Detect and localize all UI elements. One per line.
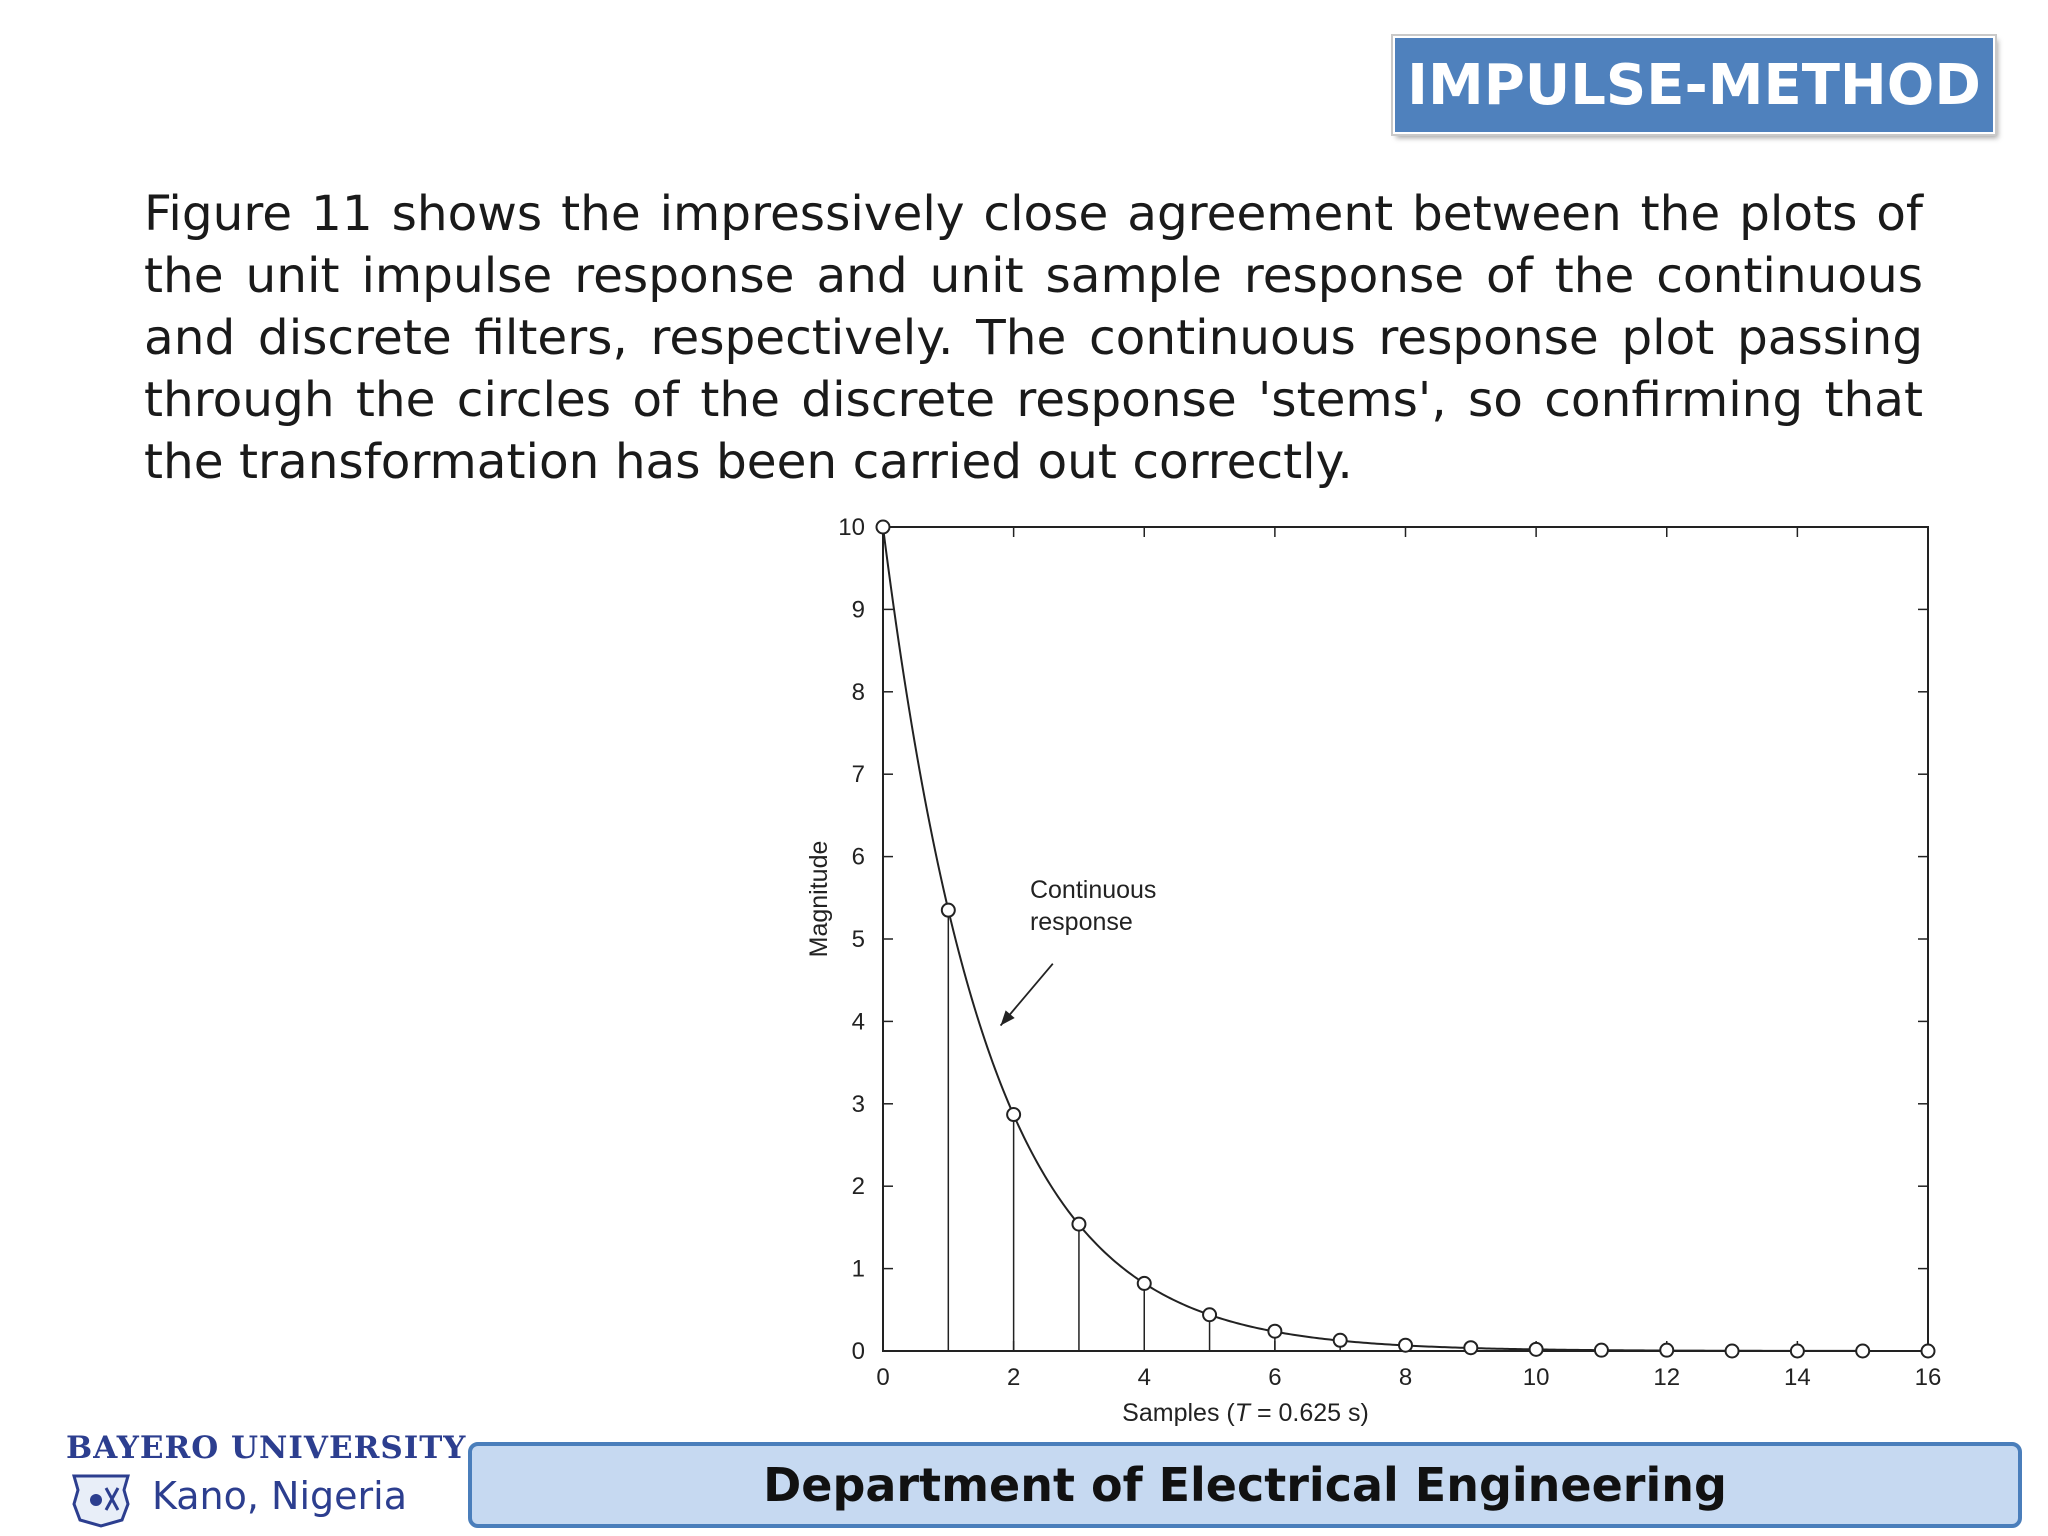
sample-point [1136,1275,1152,1291]
y-tick-label: 3 [852,1091,865,1118]
y-tick-label: 6 [852,844,865,871]
sample-point [1463,1340,1479,1356]
sample-point [1267,1323,1283,1339]
sample-point [1332,1332,1348,1348]
y-tick-label: 10 [838,514,865,541]
plot-frame [882,526,1929,1352]
sample-point [875,519,891,535]
annotation-line-2: response [1030,908,1133,936]
sample-point [1398,1337,1413,1353]
logo-university-name: BAYERO UNIVERSITY [66,1430,467,1466]
sample-point [1528,1341,1544,1357]
sample-point [1789,1343,1805,1359]
y-tick-label: 8 [852,679,865,706]
sample-point [1920,1343,1936,1359]
x-tick-label: 2 [1007,1364,1020,1391]
y-tick-label: 2 [852,1173,865,1200]
sample-point [1593,1342,1609,1358]
slide-title: IMPULSE-METHOD [1407,52,1981,118]
sample-point [940,902,956,918]
university-emblem-icon [72,1474,130,1528]
slide-body-text: Figure 11 shows the impressively close a… [144,186,1923,490]
y-tick-label: 0 [852,1338,865,1365]
sample-point [1202,1307,1218,1323]
x-axis-label: Samples (T = 0.625 s) [1122,1399,1369,1427]
footer-box: Department of Electrical Engineering [468,1442,2022,1528]
sample-point [1659,1342,1675,1358]
x-tick-label: 4 [1138,1364,1151,1391]
sample-point [1855,1343,1871,1359]
department-name: Department of Electrical Engineering [763,1458,1727,1512]
x-tick-label: 10 [1523,1364,1550,1391]
y-tick-label: 7 [852,761,865,788]
y-tick-label: 1 [852,1256,865,1283]
x-tick-label: 8 [1399,1364,1412,1391]
x-tick-label: 14 [1784,1364,1811,1391]
x-tick-label: 16 [1915,1364,1942,1391]
university-logo: BAYERO UNIVERSITY Kano, Nigeria [62,1430,465,1530]
x-tick-label: 12 [1653,1364,1680,1391]
annotation-line-1: Continuous [1030,876,1156,904]
y-tick-label: 9 [852,596,865,623]
continuous-response-line [882,526,1928,1352]
annotation-arrowhead [1000,1010,1015,1026]
sample-point [1724,1343,1740,1359]
y-tick-label: 5 [852,926,865,953]
y-axis-label: Magnitude [805,841,833,958]
y-tick-label: 4 [852,1008,865,1035]
slide-title-box: IMPULSE-METHOD [1393,36,1995,134]
x-tick-label: 6 [1268,1364,1281,1391]
sample-point [1071,1216,1087,1232]
logo-location: Kano, Nigeria [152,1474,407,1518]
sample-point [1006,1107,1022,1123]
x-tick-label: 0 [876,1364,889,1391]
